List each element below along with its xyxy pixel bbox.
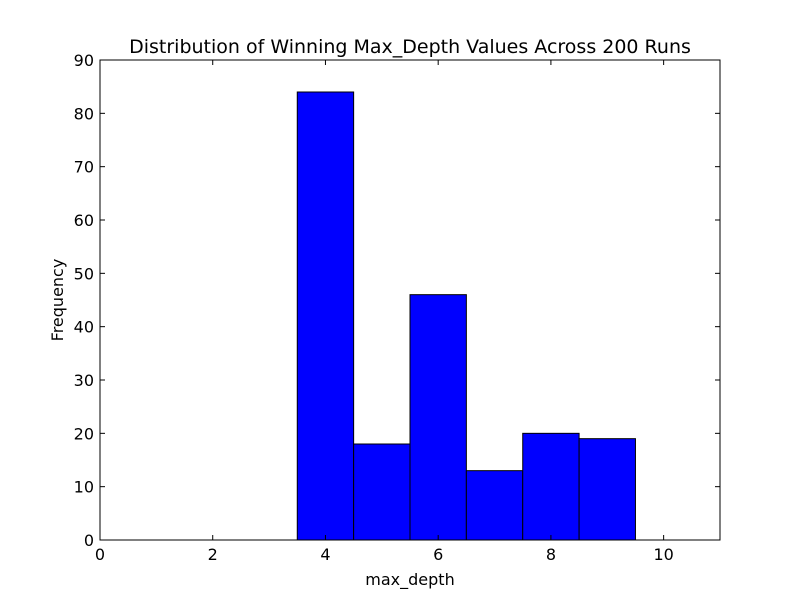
x-tick-label-4: 8 — [546, 545, 556, 564]
histogram-bar-6 — [465, 470, 524, 541]
x-tick-label-3: 6 — [433, 545, 443, 564]
y-tick-label-8: 80 — [74, 104, 94, 123]
histogram-bar-5 — [409, 294, 467, 541]
y-tick-label-6: 60 — [74, 211, 94, 230]
histogram-bar-3 — [296, 91, 355, 541]
x-axis-ticks: 0 2 4 6 8 10 — [95, 60, 674, 564]
x-tick-label-0: 0 — [95, 545, 105, 564]
x-tick-label-5: 10 — [653, 545, 673, 564]
x-tick-label-2: 4 — [320, 545, 330, 564]
bars-group — [296, 91, 636, 541]
y-tick-label-0: 0 — [84, 531, 94, 550]
y-axis-ticks: 0 10 20 30 40 50 60 70 80 90 — [74, 51, 720, 550]
x-tick-label-1: 2 — [208, 545, 218, 564]
histogram-bar-8 — [578, 438, 636, 541]
y-tick-label-9: 90 — [74, 51, 94, 70]
plot-frame — [99, 59, 721, 541]
y-tick-label-5: 50 — [74, 264, 94, 283]
x-axis-title: max_depth — [365, 570, 454, 590]
y-tick-label-2: 20 — [74, 424, 94, 443]
histogram-bar-7 — [522, 432, 580, 541]
y-tick-label-4: 40 — [74, 318, 94, 337]
y-axis-title: Frequency — [48, 259, 67, 342]
y-tick-label-1: 10 — [74, 478, 94, 497]
y-tick-label-7: 70 — [74, 158, 94, 177]
histogram-bar-4 — [353, 443, 411, 541]
y-tick-label-3: 30 — [74, 371, 94, 390]
chart-title: Distribution of Winning Max_Depth Values… — [129, 36, 691, 58]
